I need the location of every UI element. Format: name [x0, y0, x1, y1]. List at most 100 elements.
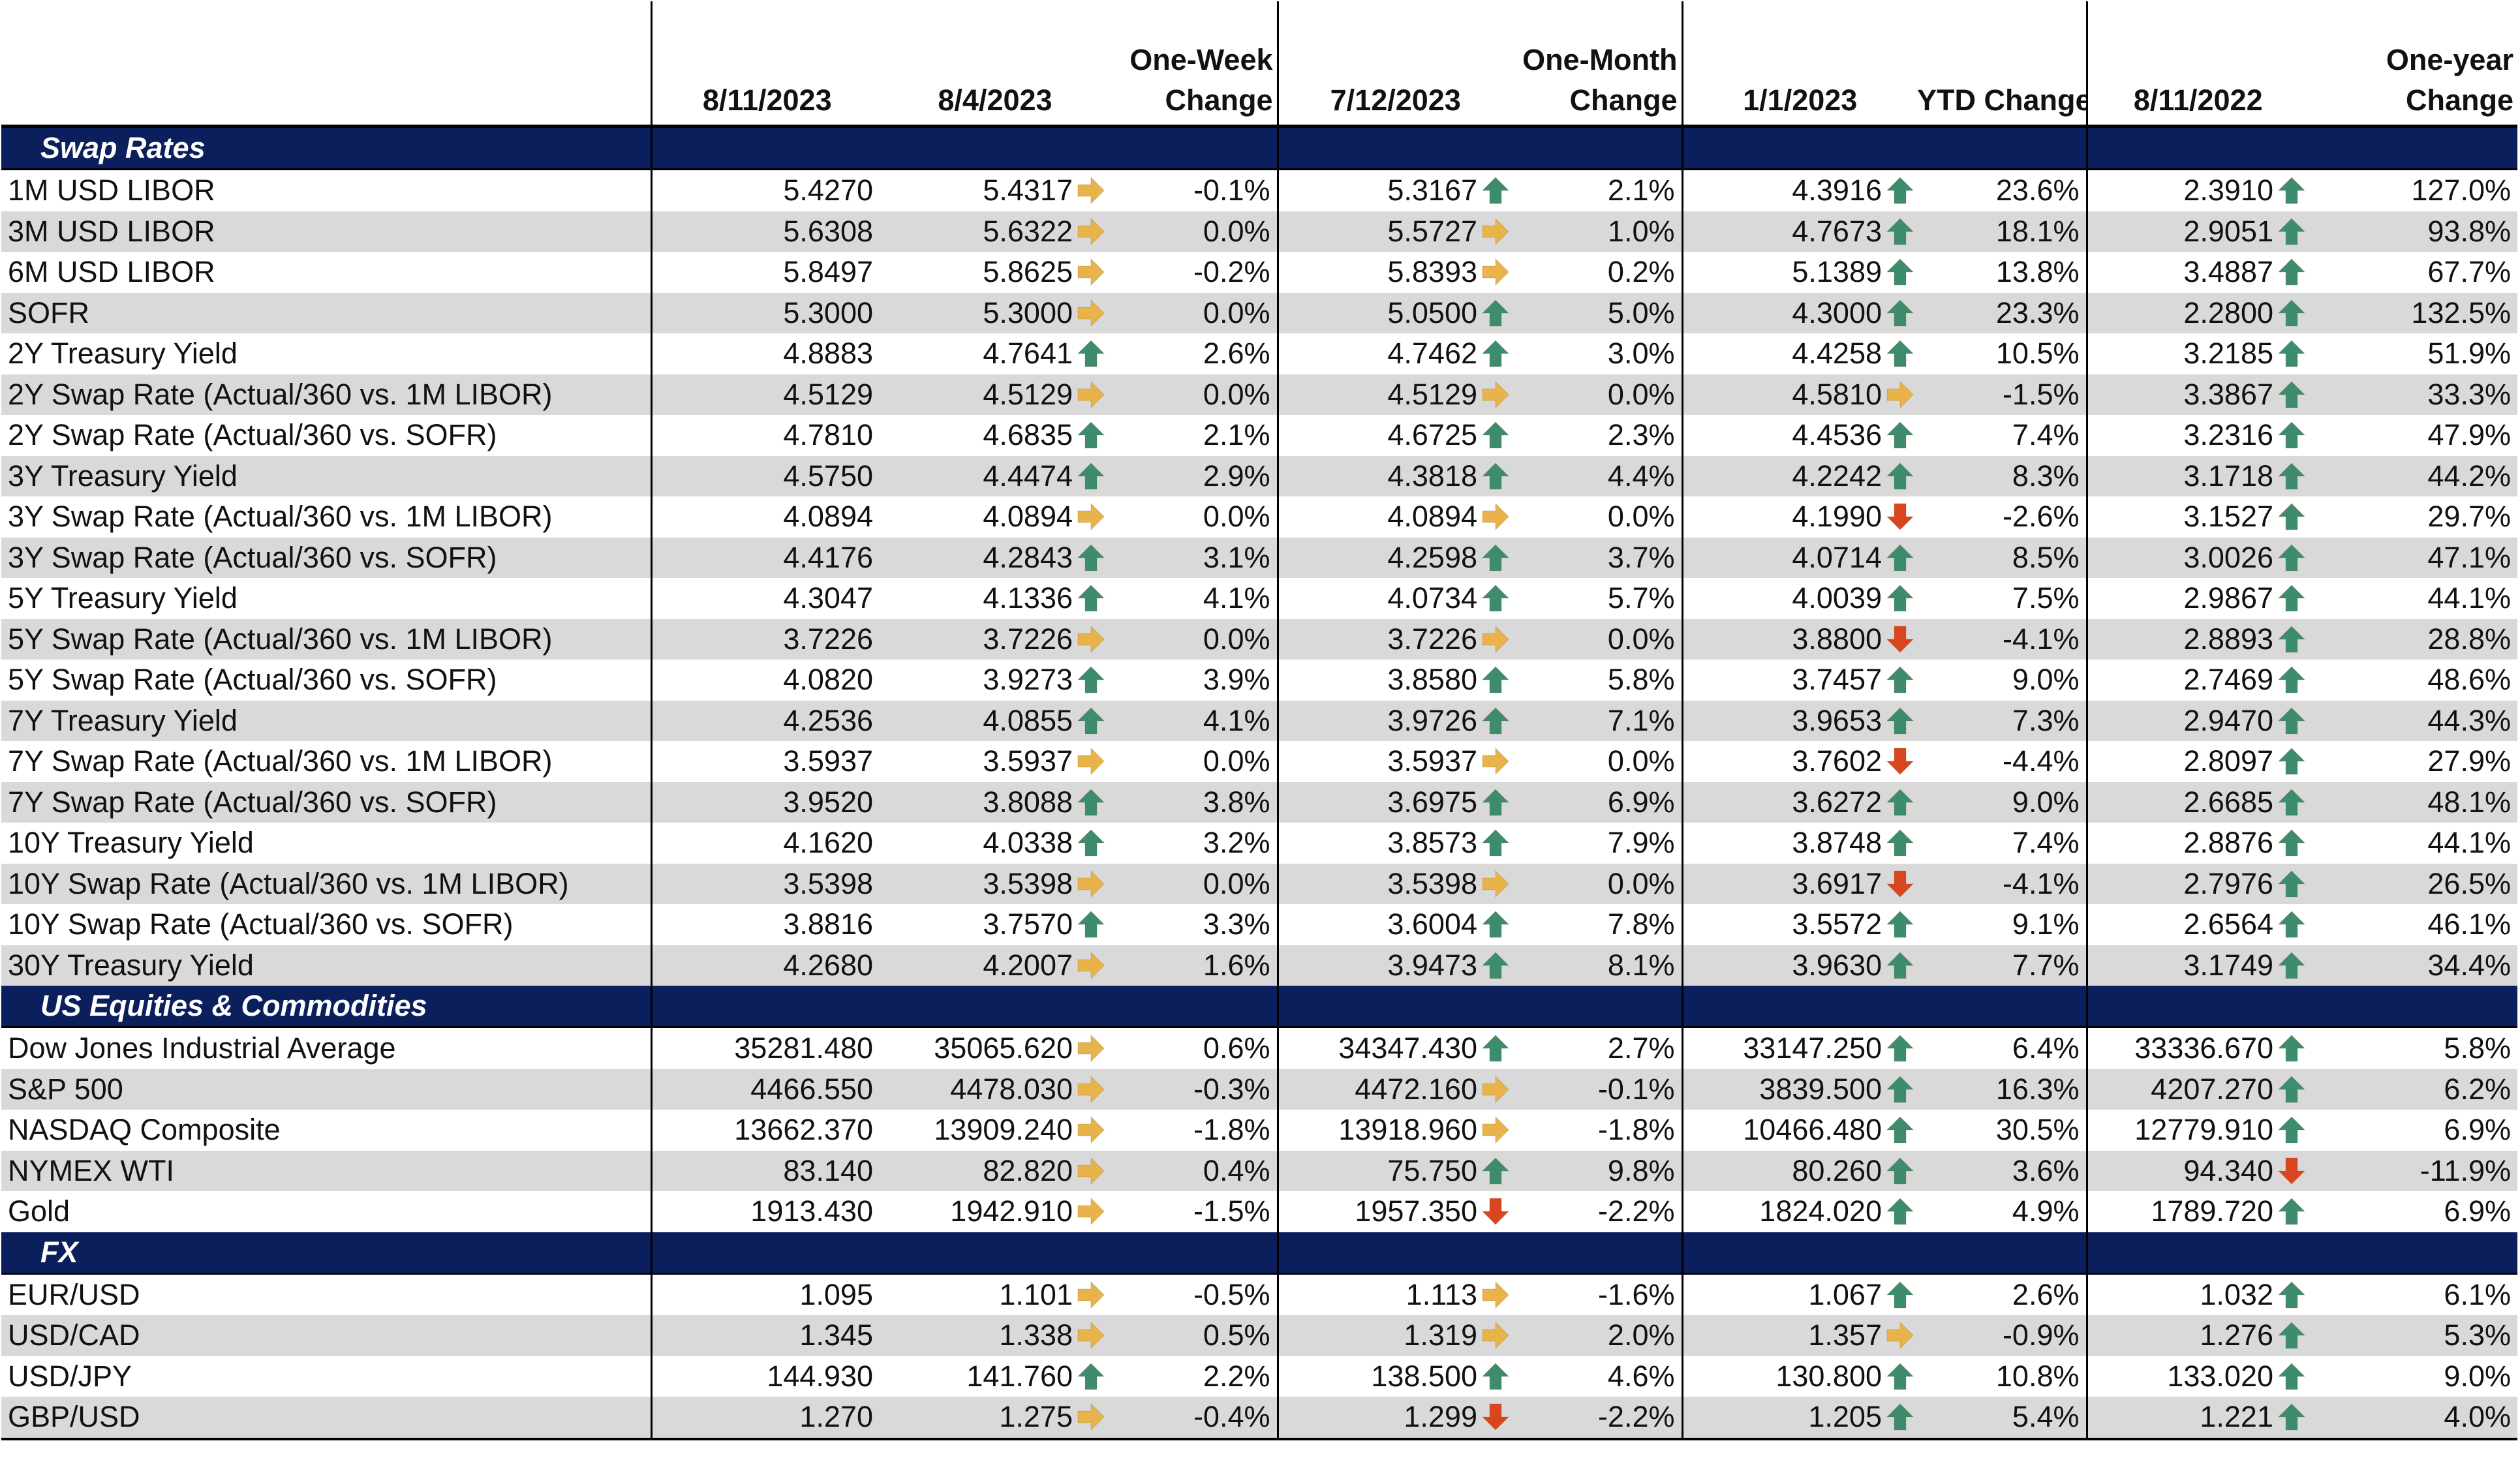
arrow-up-icon: [2278, 870, 2305, 898]
arrow-right-icon: [1077, 299, 1105, 327]
value-current: 4.0894: [783, 500, 873, 534]
value-week-ago: 3.5937: [882, 741, 1108, 782]
row-label: 5Y Swap Rate (Actual/360 vs. 1M LIBOR): [1, 618, 653, 660]
value-week-ago: 1.101: [882, 1273, 1108, 1315]
arrow-up-icon: [1886, 1035, 1914, 1062]
change-week: 0.0%: [1108, 863, 1279, 904]
row-label: 3Y Swap Rate (Actual/360 vs. 1M LIBOR): [1, 496, 653, 538]
value-year-start: 3.7602: [1682, 741, 1917, 782]
change-ytd: 7.7%: [1917, 945, 2088, 986]
change-month: 0.0%: [1513, 496, 1683, 538]
value-week-ago: 82.820: [882, 1150, 1108, 1191]
arrow-up-icon: [1482, 463, 1509, 490]
value-current: 4.7810: [783, 418, 873, 452]
arrow-up-icon: [1482, 1363, 1509, 1390]
arrow-right-icon: [1077, 951, 1105, 979]
section-header: Swap Rates: [1, 126, 2517, 170]
arrow-up-icon: [1482, 177, 1509, 204]
value-year-ago: 33336.670: [2087, 1027, 2309, 1069]
arrow-up-icon: [1886, 1198, 1914, 1225]
table-row: 10Y Swap Rate (Actual/360 vs. 1M LIBOR) 3…: [1, 863, 2517, 904]
value-year-start: 10466.480: [1682, 1110, 1917, 1151]
arrow-up-icon: [2278, 952, 2305, 979]
change-month: -1.8%: [1513, 1110, 1683, 1151]
arrow-up-icon: [1886, 789, 1914, 816]
arrow-up-icon: [1886, 544, 1914, 571]
value-year-ago: 2.8097: [2087, 741, 2309, 782]
value-year-start: 1824.020: [1682, 1191, 1917, 1232]
value-year-start: 3.6272: [1682, 782, 1917, 823]
value-current: 1.095: [799, 1277, 873, 1311]
row-label: NYMEX WTI: [1, 1150, 653, 1191]
value-current: 4.2680: [651, 945, 882, 986]
change-week: 0.4%: [1108, 1150, 1279, 1191]
change-year: 44.1%: [2427, 826, 2511, 860]
change-week: -1.5%: [1108, 1191, 1279, 1232]
value-year-start: 33147.250: [1682, 1027, 1917, 1069]
change-month: 4.6%: [1513, 1356, 1683, 1397]
change-week: 4.1%: [1108, 578, 1279, 619]
change-ytd: 5.4%: [1917, 1397, 2088, 1440]
change-week: 4.1%: [1108, 700, 1279, 741]
value-year-ago: 1.276: [2087, 1315, 2309, 1356]
value-year-start: 80.260: [1682, 1150, 1917, 1191]
arrow-up-icon: [1886, 707, 1914, 735]
value-current: 13662.370: [734, 1113, 873, 1147]
value-week-ago: 4.0894: [882, 496, 1108, 538]
row-label: 3M USD LIBOR: [1, 211, 653, 252]
row-label: 2Y Treasury Yield: [1, 333, 653, 374]
change-year: 47.1%: [2309, 537, 2517, 578]
change-month: 2.0%: [1513, 1315, 1683, 1356]
change-month: 7.8%: [1513, 904, 1683, 945]
row-label: 5Y Treasury Yield: [1, 578, 653, 619]
table-row: 2Y Swap Rate (Actual/360 vs. 1M LIBOR) 4.…: [1, 374, 2517, 415]
table-row: 10Y Treasury Yield 4.1620 4.0338 3.2% 3.8573…: [1, 823, 2517, 864]
arrow-up-icon: [1886, 463, 1914, 490]
change-week: 0.0%: [1108, 374, 1279, 415]
change-year: 127.0%: [2411, 174, 2511, 207]
value-year-start: 4.7673: [1682, 211, 1917, 252]
row-label: NASDAQ Composite: [1, 1110, 653, 1151]
value-month-ago: 75.750: [1278, 1150, 1513, 1191]
change-month: 5.7%: [1513, 578, 1683, 619]
change-year: 46.1%: [2427, 907, 2511, 941]
value-current: 1913.430: [750, 1194, 873, 1228]
row-label: 10Y Swap Rate (Actual/360 vs. SOFR): [1, 904, 653, 945]
change-year: 48.1%: [2309, 782, 2517, 823]
arrow-up-icon: [1077, 585, 1105, 612]
value-year-ago: 2.7976: [2087, 863, 2309, 904]
change-ytd: 9.0%: [1917, 782, 2088, 823]
table-row: 7Y Treasury Yield 4.2536 4.0855 4.1% 3.9726 7…: [1, 700, 2517, 741]
change-month: 9.8%: [1513, 1150, 1683, 1191]
table-row: 10Y Swap Rate (Actual/360 vs. SOFR) 3.881…: [1, 904, 2517, 945]
arrow-up-icon: [1886, 585, 1914, 612]
arrow-up-icon: [2278, 666, 2305, 693]
value-week-ago: 4.6835: [882, 415, 1108, 456]
change-ytd: 13.8%: [1917, 252, 2088, 293]
change-month: 7.1%: [1513, 700, 1683, 741]
value-year-start: 4.5810: [1682, 374, 1917, 415]
arrow-up-icon: [1886, 829, 1914, 857]
row-label: SOFR: [1, 292, 653, 333]
change-month: 0.0%: [1513, 863, 1683, 904]
header-one-year-change: One-year Change: [2309, 1, 2517, 128]
value-month-ago: 5.8393: [1278, 252, 1513, 293]
arrow-down-icon: [1886, 626, 1914, 653]
value-current: 144.930: [767, 1359, 873, 1393]
value-current: 4.0820: [783, 663, 873, 697]
arrow-up-icon: [2278, 1403, 2305, 1431]
table-row: SOFR 5.3000 5.3000 0.0% 5.0500 5.0% 4.3000 23.3…: [1, 292, 2517, 333]
change-year: 33.3%: [2309, 374, 2517, 415]
value-year-ago: 3.0026: [2087, 537, 2309, 578]
arrow-up-icon: [2278, 1035, 2305, 1062]
table-row: S&P 500 4466.550 4478.030 -0.3% 4472.160 -0.1…: [1, 1069, 2517, 1110]
value-year-ago: 12779.910: [2087, 1110, 2309, 1151]
arrow-right-icon: [1482, 380, 1509, 408]
arrow-up-icon: [1482, 299, 1509, 327]
value-current: 4.3047: [783, 581, 873, 615]
value-year-ago: 94.340: [2087, 1150, 2309, 1191]
value-current: 4466.550: [651, 1069, 882, 1110]
value-month-ago: 4.7462: [1278, 333, 1513, 374]
value-year-start: 1.357: [1682, 1315, 1917, 1356]
row-label: 6M USD LIBOR: [1, 252, 653, 293]
